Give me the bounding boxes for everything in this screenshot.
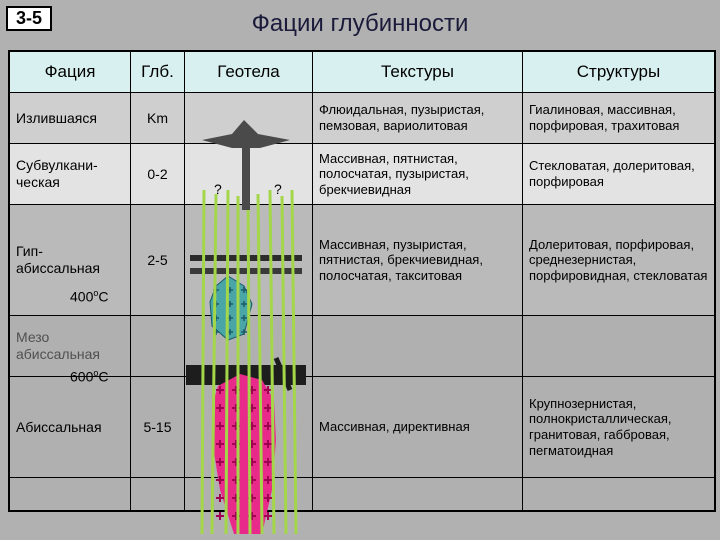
col-depth: Глб. — [130, 52, 184, 92]
cell-textures — [312, 478, 522, 510]
cell-textures — [312, 316, 522, 376]
table-row — [10, 477, 714, 510]
cell-structures: Стекловатая, долеритовая, порфировая — [522, 144, 714, 204]
table-row: Субвулкани- ческая 0-2 Массивная, пятнис… — [10, 143, 714, 204]
col-geobodies: Геотела — [184, 52, 312, 92]
cell-textures: Массивная, директивная — [312, 377, 522, 477]
cell-geobody — [184, 316, 312, 376]
cell-geobody — [184, 377, 312, 477]
cell-structures: Крупнозернистая, полнокристаллическая, г… — [522, 377, 714, 477]
cell-textures: Массивная, пятнистая, полосчатая, пузыри… — [312, 144, 522, 204]
cell-depth — [130, 478, 184, 510]
temperature-label: 600oС — [70, 368, 109, 385]
cell-facies: Излившаяся — [10, 93, 130, 143]
cell-structures — [522, 478, 714, 510]
table-row: Мезо абиссальная — [10, 315, 714, 376]
cell-depth: 2-5 — [130, 205, 184, 315]
facies-table: Фация Глб. Геотела Текстуры Структуры Из… — [8, 50, 716, 512]
cell-structures: Долеритовая, порфировая, среднезернистая… — [522, 205, 714, 315]
col-textures: Текстуры — [312, 52, 522, 92]
table-row: Излившаяся Km Флюидальная, пузыристая, п… — [10, 92, 714, 143]
cell-structures: Гиалиновая, массивная, порфировая, трахи… — [522, 93, 714, 143]
cell-geobody — [184, 144, 312, 204]
cell-depth: 5-15 — [130, 377, 184, 477]
col-structures: Структуры — [522, 52, 714, 92]
cell-facies — [10, 478, 130, 510]
cell-geobody — [184, 205, 312, 315]
cell-textures: Флюидальная, пузыристая, пемзовая, варио… — [312, 93, 522, 143]
cell-geobody — [184, 93, 312, 143]
table-row: Абиссальная 5-15 Массивная, директивная … — [10, 376, 714, 477]
page-title: Фации глубинности — [0, 10, 720, 38]
cell-depth — [130, 316, 184, 376]
cell-structures — [522, 316, 714, 376]
cell-facies: Мезо абиссальная — [10, 316, 130, 376]
cell-depth: 0-2 — [130, 144, 184, 204]
temperature-label: 400oС — [70, 288, 109, 305]
cell-geobody — [184, 478, 312, 510]
cell-textures: Массивная, пузыристая, пятнистая, брекчи… — [312, 205, 522, 315]
cell-facies: Субвулкани- ческая — [10, 144, 130, 204]
cell-depth: Km — [130, 93, 184, 143]
col-facies: Фация — [10, 52, 130, 92]
cell-facies: Абиссальная — [10, 377, 130, 477]
table-header-row: Фация Глб. Геотела Текстуры Структуры — [10, 52, 714, 92]
table-row: Гип- абиссальная 2-5 Массивная, пузырист… — [10, 204, 714, 315]
